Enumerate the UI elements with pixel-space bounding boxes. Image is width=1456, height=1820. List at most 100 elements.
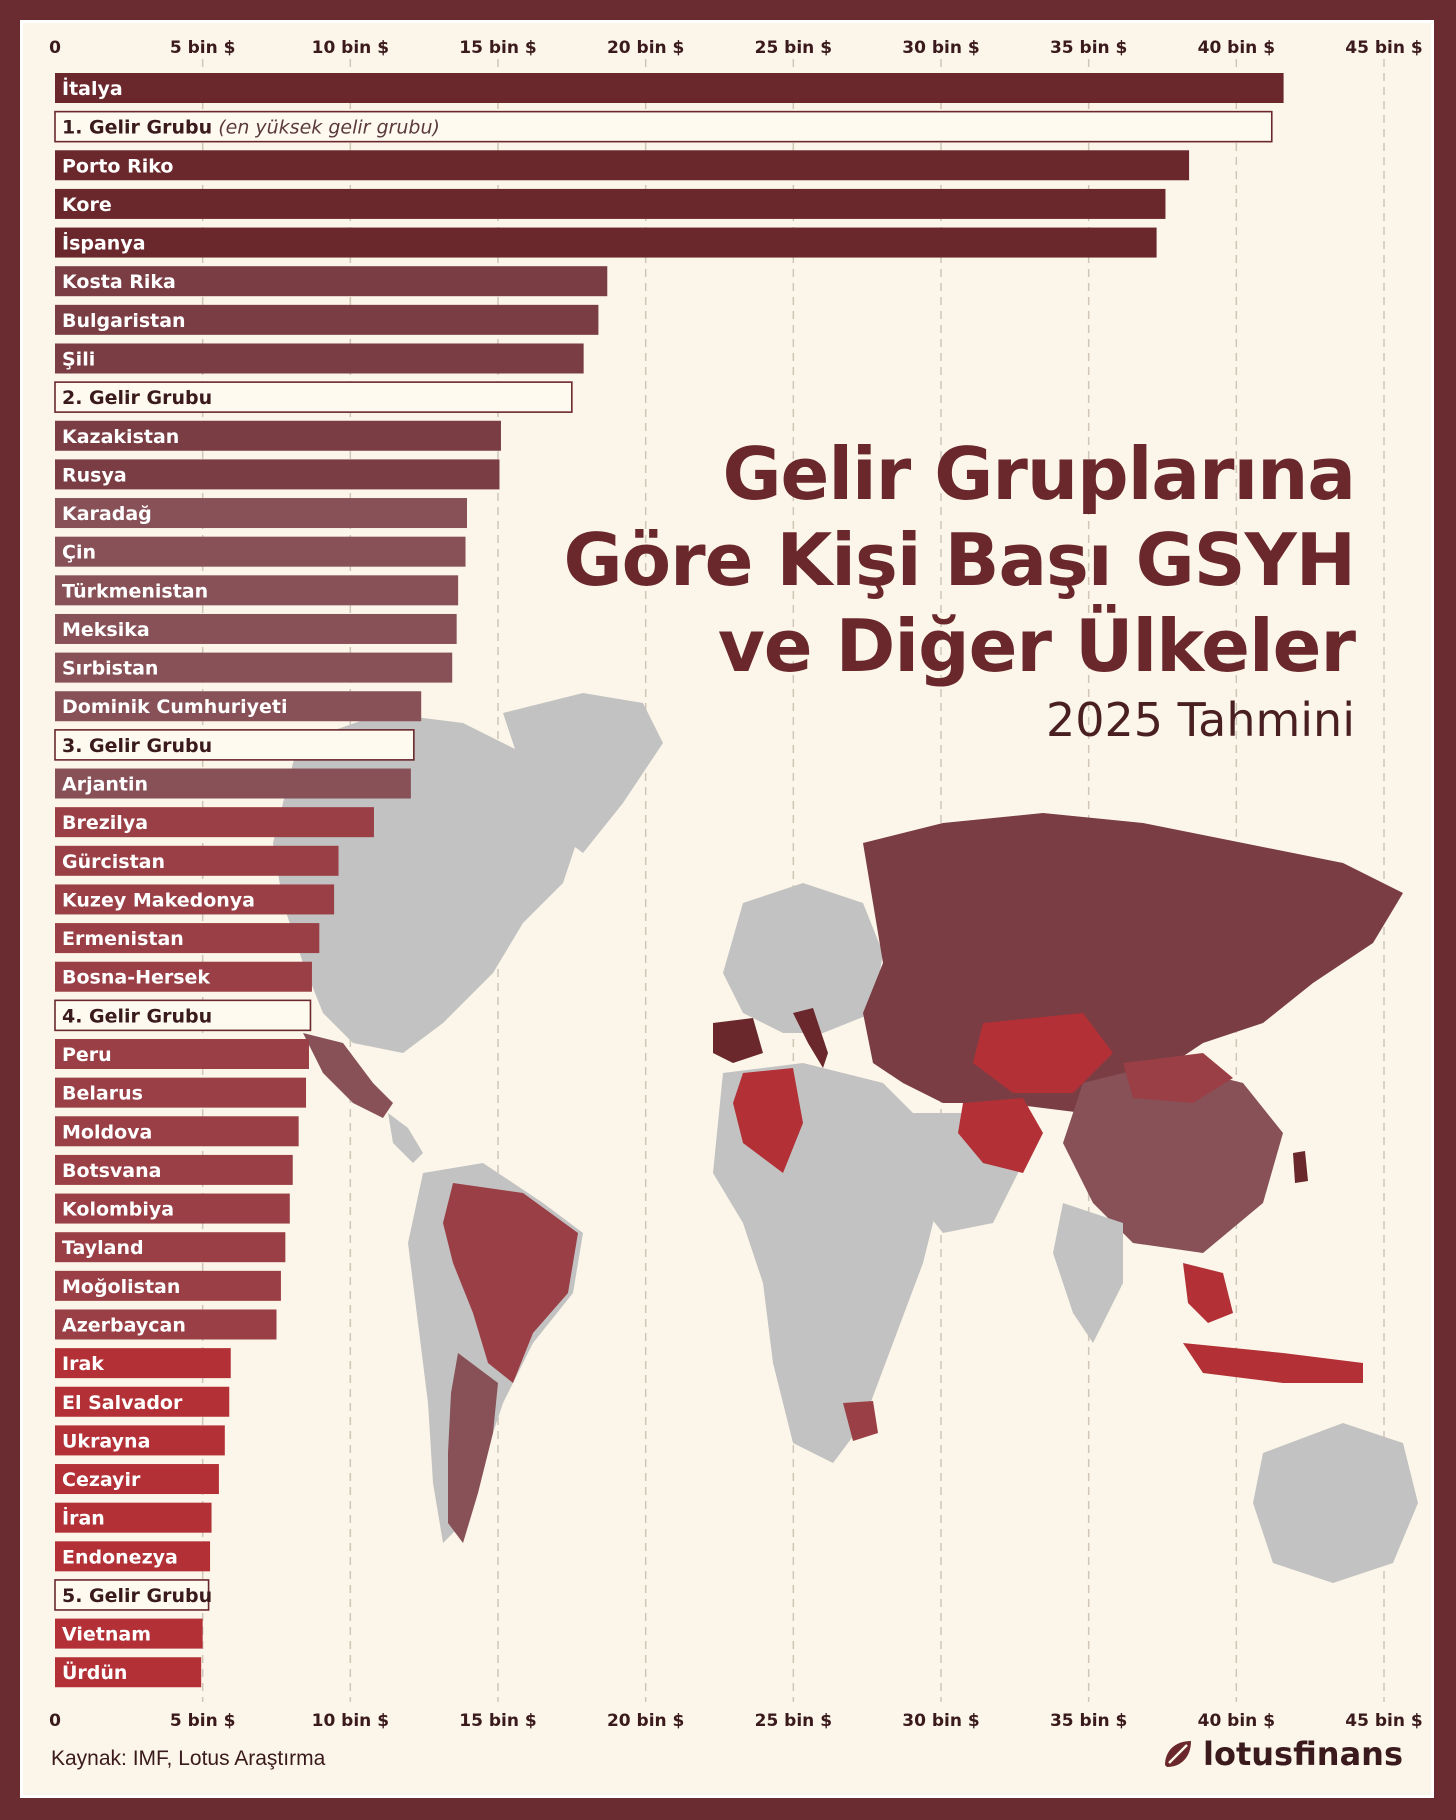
bar-label: 1. Gelir Grubu (en yüksek gelir grubu) [62,117,440,139]
infographic-frame: 0 5 bin $ 10 bin $ 15 bin $ 20 bin $ 25 bin $… [20,20,1434,1798]
country-bar: Botsvana [55,1154,293,1185]
bar-rect [55,227,1157,258]
bar-rect [55,150,1190,181]
bar-rect [55,343,584,374]
bar-rect [55,1154,293,1185]
bar-label: Botsvana [62,1160,161,1182]
country-bar: Moldova [55,1116,299,1147]
country-bar: Kolombiya [55,1193,290,1224]
map-europe [723,883,883,1033]
title-line-2: Göre Kişi Başı GSYH [563,518,1356,602]
bar-rect [55,923,320,954]
group-bar: 1. Gelir Grubu (en yüksek gelir grubu) [54,110,1273,143]
bar-rect [55,1232,286,1263]
bar-label: Ürdün [62,1660,127,1684]
bar-rect [55,1541,211,1572]
x-tick-label: 25 bin $ [755,38,832,58]
country-bar: Peru [55,1039,309,1069]
country-bar: Tayland [55,1232,286,1263]
country-bar: İran [55,1502,212,1533]
bar-label: Kosta Rika [62,271,176,293]
bar-label: Tayland [62,1237,144,1259]
country-bar: İspanya [55,227,1157,258]
x-tick-label: 35 bin $ [1050,38,1127,58]
country-bar: Kazakistan [55,420,501,451]
bar-label: Endonezya [62,1546,178,1568]
map-korea [1293,1151,1308,1183]
map-italy [793,1008,828,1068]
bar-rect [54,1579,210,1611]
bar-label: Ukrayna [62,1430,150,1452]
bar-label: Brezilya [62,812,148,834]
x-tick-label: 35 bin $ [1050,1711,1127,1731]
x-tick-label: 5 bin $ [170,1711,236,1731]
x-tick-label: 30 bin $ [902,1711,979,1731]
x-tick-label: 20 bin $ [607,1711,684,1731]
map-spain [713,1018,763,1063]
country-bar: Meksika [55,613,457,644]
x-tick-label: 25 bin $ [755,1711,832,1731]
bar-rect [55,1309,277,1340]
bars: İtalya 1. Gelir Grubu (en yüksek gelir gr… [54,73,1284,1688]
title-line-1: Gelir Gruplarına [722,432,1356,516]
bar-label: 2. Gelir Grubu [62,387,212,409]
bar-label: Cezayir [62,1469,141,1491]
bar-rect [55,1502,212,1533]
group-bar: 4. Gelir Grubu [54,999,312,1032]
bar-rect [55,536,466,567]
bar-label: Sırbistan [62,658,158,680]
country-bar: Türkmenistan [55,575,459,606]
bar-rect [55,304,599,335]
bar-rect [55,1077,307,1108]
x-tick-label: 15 bin $ [459,1711,536,1731]
country-bar: Rusya [55,459,500,490]
bar-label: Türkmenistan [62,580,208,602]
bar-label: Azerbaycan [62,1314,186,1336]
country-bar: Sırbistan [55,652,453,683]
bar-rect [54,110,1273,143]
x-tick-label: 0 [49,1711,61,1731]
country-bar: Şili [55,343,584,374]
x-tick-label: 10 bin $ [312,38,389,58]
country-bar: Kosta Rika [55,266,608,297]
bar-label: Bosna-Hersek [62,967,210,989]
bar-rect [55,1270,281,1301]
bar-rect [55,420,501,451]
map-southeast-asia [1183,1263,1233,1323]
bar-rect [55,459,500,490]
bar-rect [55,613,457,644]
bar-rect [55,807,374,838]
x-tick-label: 45 bin $ [1345,38,1422,58]
group-bar: 2. Gelir Grubu [54,381,573,413]
bar-label: Vietnam [62,1624,151,1646]
x-tick-label: 0 [49,38,61,58]
map-brazil [443,1183,578,1383]
world-map [273,693,1418,1583]
bar-rect [55,768,411,799]
x-tick-label: 10 bin $ [312,1711,389,1731]
bar-chart: 0 5 bin $ 10 bin $ 15 bin $ 20 bin $ 25 bin $… [49,38,1423,1731]
brand-logo: lotusfinans [1161,1735,1403,1773]
bar-label: El Salvador [62,1392,183,1414]
subtitle: 2025 Tahmini [1045,693,1355,747]
bar-label: İran [62,1506,105,1530]
country-bar: Ürdün [55,1657,202,1688]
map-algeria [733,1068,803,1173]
bar-rect [54,729,415,761]
x-tick-label: 5 bin $ [170,38,236,58]
x-tick-label: 20 bin $ [607,38,684,58]
bar-rect [55,1039,309,1069]
bar-label: Ermenistan [62,928,184,950]
bar-rect [55,1116,299,1147]
country-bar: Arjantin [55,768,411,799]
country-bar: Irak [55,1348,231,1379]
map-botswana [843,1401,878,1441]
bar-rect [55,1348,231,1379]
bar-rect [55,73,1284,103]
country-bar: El Salvador [55,1386,230,1417]
bar-label: Karadağ [62,503,152,525]
bar-rect [55,266,608,297]
bar-label: Meksika [62,619,150,641]
country-bar: Bosna-Hersek [55,961,312,992]
bar-rect [55,1464,219,1495]
